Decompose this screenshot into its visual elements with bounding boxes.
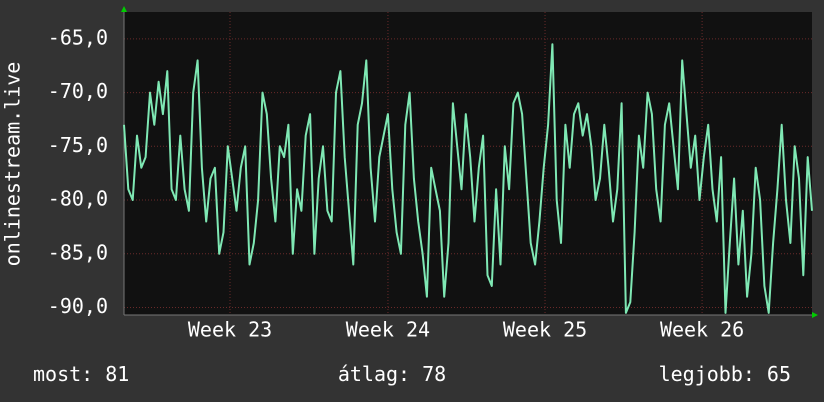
stat-value: 78 — [422, 362, 446, 386]
stat-label: legjobb: — [659, 362, 755, 386]
layer: -90,0 -85,0 -80,0 -75,0 -70,0 -65,0 Week 23 Wee… — [48, 12, 813, 342]
y-tick-label: -80,0 — [48, 187, 108, 211]
x-tick-label: Week 24 — [346, 318, 430, 342]
x-tick-label: Week 26 — [660, 318, 744, 342]
x-tick-label: Week 23 — [188, 318, 272, 342]
stat-value: 81 — [105, 362, 129, 386]
axis-arrow — [812, 312, 818, 318]
stat-value: 65 — [767, 362, 791, 386]
stat: átlag: 78 — [338, 362, 446, 386]
y-tick-label: -90,0 — [48, 294, 108, 318]
y-tick-label: -75,0 — [48, 133, 108, 157]
data-line — [123, 43, 813, 314]
x-tick-label: Week 25 — [503, 318, 587, 342]
stat-label: most: — [33, 362, 93, 386]
y-tick-label: -85,0 — [48, 240, 108, 264]
stat: most: 81 — [33, 362, 129, 386]
axis-arrow — [121, 6, 127, 12]
stat: legjobb: 65 — [659, 362, 791, 386]
y-axis-label: onlinestream.live — [1, 62, 25, 267]
stat-label: átlag: — [338, 362, 410, 386]
y-tick-label: -65,0 — [48, 25, 108, 49]
y-tick-label: -70,0 — [48, 79, 108, 103]
